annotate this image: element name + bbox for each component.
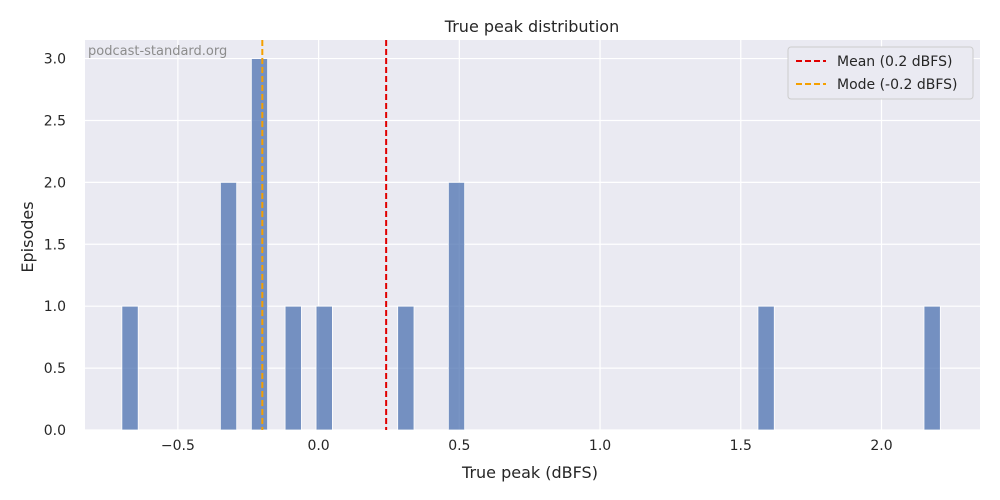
legend-label-mean: Mean (0.2 dBFS) (837, 54, 952, 70)
legend-box (787, 46, 974, 100)
x-tick-label: 1.5 (730, 438, 752, 454)
y-tick-label: 3.0 (44, 52, 66, 68)
histogram-bar (315, 305, 333, 431)
y-tick-label: 0.5 (44, 361, 66, 377)
x-axis-label: True peak (dBFS) (461, 463, 598, 482)
x-tick-label: 0.5 (448, 438, 470, 454)
legend: Mean (0.2 dBFS) Mode (-0.2 dBFS) (787, 46, 974, 100)
histogram-bar (397, 305, 415, 431)
chart-title: True peak distribution (444, 17, 619, 36)
y-axis-label: Episodes (18, 201, 37, 272)
watermark-text: podcast-standard.org (88, 44, 227, 59)
x-tick-label: 1.0 (589, 438, 611, 454)
x-tick-label: 2.0 (870, 438, 892, 454)
y-tick-label: 1.5 (44, 237, 66, 253)
reference-line-layer (261, 40, 388, 430)
y-tick-label: 2.0 (44, 175, 66, 191)
histogram-bar (250, 58, 269, 431)
bar-layer (121, 58, 941, 431)
y-tick-label: 2.5 (44, 113, 66, 129)
x-tick-label: −0.5 (161, 438, 195, 454)
x-tick-labels: −0.5 0.0 0.5 1.0 1.5 2.0 (161, 438, 893, 454)
legend-label-mode: Mode (-0.2 dBFS) (837, 77, 957, 93)
x-tick-label: 0.0 (307, 438, 329, 454)
y-tick-labels: 0.0 0.5 1.0 1.5 2.0 2.5 3.0 (44, 52, 66, 439)
histogram-bar (447, 181, 466, 431)
histogram-bar (757, 305, 775, 431)
y-tick-label: 1.0 (44, 299, 66, 315)
histogram-bar (284, 305, 302, 431)
histogram-bar (121, 305, 139, 431)
y-tick-label: 0.0 (44, 423, 66, 439)
histogram-bar (219, 181, 238, 431)
histogram-bar (923, 305, 941, 431)
